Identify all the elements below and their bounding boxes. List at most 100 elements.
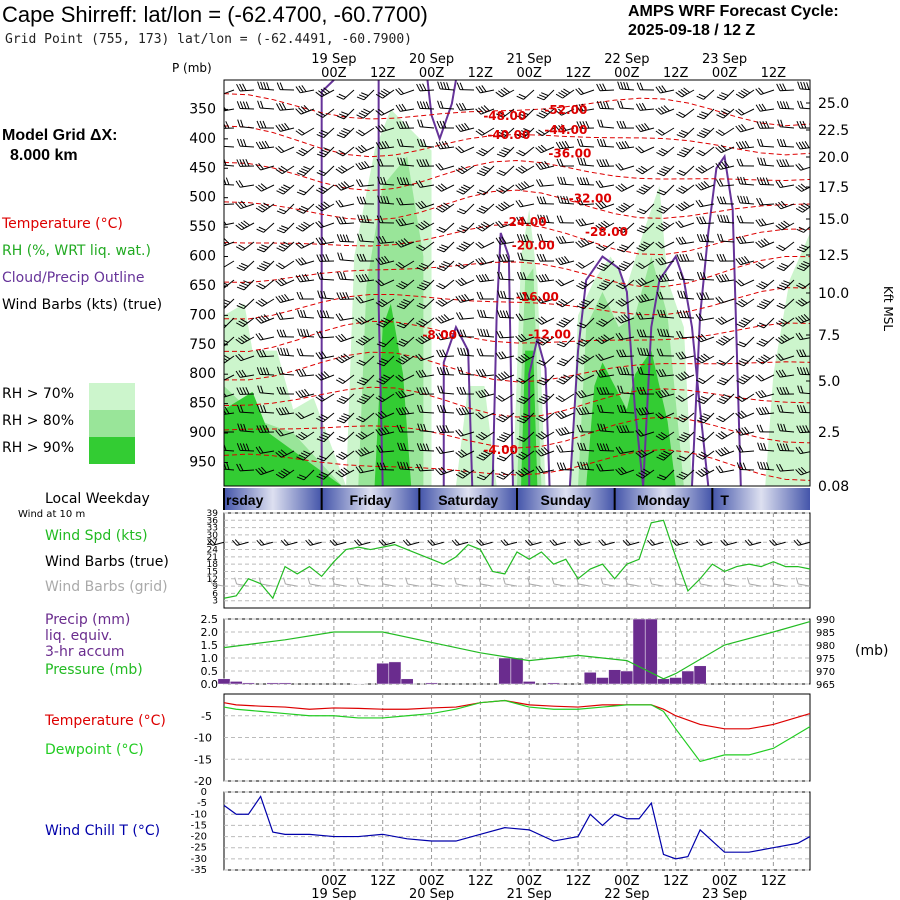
wind-barb-feather: [780, 119, 784, 128]
wind-barb-feather: [555, 141, 561, 150]
wind-barb-shaft: [383, 355, 395, 367]
wind-barb-feather: [375, 258, 381, 265]
wind-barb-feather: [298, 128, 305, 135]
forecast-cycle-label: AMPS WRF Forecast Cycle:: [628, 3, 839, 20]
wind-barb-shaft: [480, 260, 495, 266]
wind-barb: [756, 197, 775, 206]
wind-barb-feather: [478, 85, 484, 93]
wind-barb-feather: [596, 387, 601, 395]
wind-barb-feather: [402, 177, 407, 185]
wind-barb-feather: [535, 131, 543, 137]
wind-barb-feather: [224, 338, 229, 343]
precip-bar: [388, 661, 402, 685]
wind-barb-shaft: [580, 89, 595, 96]
wind-barb-feather: [738, 395, 746, 401]
wind-barb-feather: [800, 183, 808, 190]
wind-barb-feather: [416, 387, 421, 395]
wind-barb-feather: [464, 406, 470, 414]
wind-barb-feather: [676, 457, 685, 462]
wind-barb-feather: [781, 282, 789, 287]
wind-barb-shaft: [443, 241, 455, 253]
wind-barb: [616, 279, 635, 290]
wind-barb-feather: [425, 387, 430, 395]
wind-barb-shaft: [224, 241, 235, 248]
wind-barb-shaft: [360, 279, 375, 283]
wind-barb-feather: [479, 291, 484, 300]
wind-barb-feather: [538, 379, 547, 384]
wind-barb-shaft: [723, 89, 735, 101]
cloud-outline-5: [491, 232, 514, 486]
wind-barb-feather: [438, 332, 444, 340]
wind-barb-feather: [715, 297, 722, 304]
wind-barb: [496, 469, 515, 480]
precip-bar: [510, 657, 524, 685]
wind-barb-feather: [676, 113, 684, 119]
surface-barb-feather: [720, 539, 726, 546]
wind-barb-feather: [599, 101, 604, 109]
wind-barb-feather: [498, 187, 506, 193]
wind-barb-feather: [438, 226, 447, 231]
wind-barb: [415, 200, 435, 210]
wind-barb-feather: [542, 196, 547, 204]
wind-barb: [636, 222, 655, 234]
wind-barb-feather: [776, 100, 781, 109]
wind-barb-feather: [716, 196, 721, 204]
wind-barb-feather: [516, 234, 521, 242]
wind-barb-shaft: [699, 222, 715, 225]
wind-barb-feather: [538, 339, 546, 344]
wind-barb-feather: [722, 253, 727, 262]
wind-barb-feather: [655, 130, 663, 136]
wind-barb-feather: [336, 115, 345, 120]
wind-barb-feather: [756, 285, 764, 290]
wind-barb-feather: [340, 354, 348, 361]
wind-barb-feather: [461, 294, 467, 302]
wind-barb-feather: [378, 108, 385, 115]
wind-barb-shaft: [582, 279, 595, 290]
wind-barb: [316, 431, 335, 443]
wind-barb-feather: [338, 453, 346, 459]
wind-barb-feather: [438, 467, 445, 475]
wind-barb-feather: [738, 321, 746, 326]
wind-barb-shaft: [621, 184, 635, 192]
wind-barb: [655, 389, 675, 399]
wind-barb-feather: [216, 375, 222, 383]
wind-barb-feather: [316, 310, 321, 318]
grid-barb-shaft: [260, 583, 273, 587]
wind-barb-feather: [383, 317, 391, 322]
wind-barb-shaft: [781, 222, 795, 231]
temperature-contour: [224, 160, 810, 192]
wind-barb-shaft: [641, 260, 655, 270]
wind-barb-feather: [615, 446, 621, 454]
wind-barb-feather: [237, 423, 241, 431]
wind-barb-feather: [681, 149, 689, 154]
wind-barb-feather: [535, 466, 541, 474]
wind-barb-feather: [544, 160, 550, 168]
grid-barb-feather: [624, 577, 628, 585]
wind-barb-feather: [358, 296, 364, 303]
surface-barb-shaft: [334, 541, 347, 546]
wind-barb: [535, 160, 555, 170]
surface-barb-shaft: [505, 541, 518, 546]
wind-barb-feather: [538, 112, 546, 117]
grid-barb-shaft: [431, 583, 444, 587]
wind-barb-feather: [675, 221, 682, 228]
wind-barb-shaft: [760, 393, 775, 399]
wind-barb-feather: [235, 354, 242, 362]
wind-barb-feather: [336, 95, 344, 100]
wind-barb-feather: [318, 436, 327, 441]
wind-barb-feather: [416, 267, 424, 272]
wind-barb-feather: [439, 349, 444, 357]
wind-barb-feather: [758, 322, 767, 327]
wind-barb-feather: [358, 179, 364, 187]
wind-barb-shaft: [603, 279, 615, 291]
wind-barb-shaft: [600, 184, 615, 188]
wind-barb: [777, 404, 795, 414]
wind-barb: [436, 222, 455, 233]
wind-barb-feather: [415, 370, 421, 378]
wind-barb-feather: [555, 428, 561, 436]
wind-barb-feather: [258, 467, 264, 474]
wind-barb: [456, 222, 475, 234]
wind-barb-feather: [278, 145, 285, 152]
wind-barb-feather: [596, 463, 601, 472]
wind-barb: [355, 335, 375, 346]
